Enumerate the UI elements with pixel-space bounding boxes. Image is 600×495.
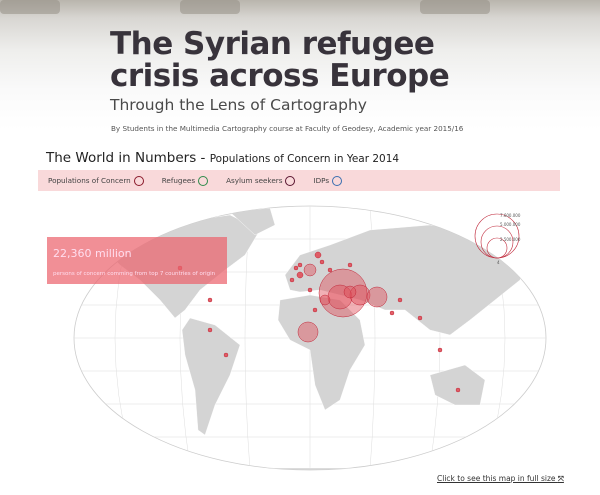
bubble-marker[interactable]	[343, 285, 357, 299]
bubble-marker[interactable]	[223, 352, 229, 358]
south-america	[181, 317, 241, 436]
bubble-marker[interactable]	[297, 321, 319, 343]
legend-label: IDPs	[313, 176, 330, 185]
byline: By Students in the Multimedia Cartograph…	[111, 124, 464, 133]
legend-idps[interactable]: IDPs	[313, 175, 343, 186]
bubble-marker[interactable]	[389, 310, 395, 316]
full-size-map-link[interactable]: Click to see this map in full size ⤧	[437, 474, 564, 484]
bubble-marker[interactable]	[366, 286, 388, 308]
legend-refugees[interactable]: Refugees	[161, 175, 209, 186]
legend-label: Populations of Concern	[48, 176, 131, 185]
size-legend: 7.600.000 5.000.000 2.500.000 4	[474, 213, 521, 265]
fullscreen-icon: ⤧	[557, 474, 564, 483]
size-legend-circle	[474, 213, 520, 259]
bubble-marker[interactable]	[207, 327, 213, 333]
size-legend-circle	[480, 225, 514, 259]
bubble-marker[interactable]	[437, 347, 443, 353]
size-legend-label: 2.500.000	[500, 237, 521, 242]
circle-icon	[332, 175, 343, 186]
link-label: Click to see this map in full size	[437, 474, 556, 483]
africa	[277, 294, 366, 411]
bubble-marker[interactable]	[319, 259, 325, 265]
legend-asylum-seekers[interactable]: Asylum seekers	[226, 175, 296, 186]
bubble-marker[interactable]	[327, 267, 333, 273]
legend-label: Asylum seekers	[226, 176, 283, 185]
bubble-marker[interactable]	[312, 307, 318, 313]
circle-icon	[198, 175, 209, 186]
legend-populations-of-concern[interactable]: Populations of Concern	[48, 175, 144, 186]
eurasia	[284, 224, 531, 336]
circle-icon	[285, 175, 296, 186]
stat-value: 22,360 million	[53, 247, 132, 260]
bubble-layer	[177, 251, 461, 393]
bubble-marker[interactable]	[296, 271, 304, 279]
layer-legend: Populations of Concern Refugees Asylum s…	[38, 170, 560, 191]
bubble-marker[interactable]	[349, 284, 371, 306]
bubble-marker[interactable]	[303, 263, 317, 277]
bubble-marker[interactable]	[319, 294, 331, 306]
circle-icon	[133, 175, 144, 186]
section-title: The World in Numbers -	[46, 150, 210, 166]
page-title: The Syrian refugee crisis across Europe	[110, 26, 450, 94]
banner-photo	[420, 0, 490, 14]
bubble-marker[interactable]	[307, 287, 313, 293]
stat-caption: persons of concern comming from top 7 co…	[53, 271, 216, 277]
bubble-marker[interactable]	[289, 277, 295, 283]
size-legend-label: 4	[497, 260, 500, 265]
bubble-marker[interactable]	[293, 265, 299, 271]
bubble-marker[interactable]	[417, 315, 423, 321]
hero-banner	[0, 0, 600, 140]
bubble-marker[interactable]	[397, 297, 403, 303]
size-legend-label: 5.000.000	[500, 222, 521, 227]
legend-label: Refugees	[161, 176, 196, 185]
bubble-marker[interactable]	[207, 297, 213, 303]
page-subtitle: Through the Lens of Cartography	[110, 96, 367, 114]
bubble-marker[interactable]	[327, 284, 353, 310]
size-legend-circle	[486, 237, 508, 259]
banner-photo	[0, 0, 60, 14]
bubble-marker[interactable]	[314, 251, 322, 259]
banner-photo	[180, 0, 240, 14]
bubble-marker[interactable]	[347, 262, 353, 268]
section-heading: The World in Numbers - Populations of Co…	[46, 150, 399, 166]
stat-panel: 22,360 million persons of concern commin…	[47, 237, 227, 284]
bubble-marker[interactable]	[455, 387, 461, 393]
size-legend-label: 7.600.000	[500, 213, 521, 218]
bubble-marker[interactable]	[297, 262, 303, 268]
australia	[429, 364, 486, 406]
section-subtitle: Populations of Concern in Year 2014	[209, 153, 400, 165]
